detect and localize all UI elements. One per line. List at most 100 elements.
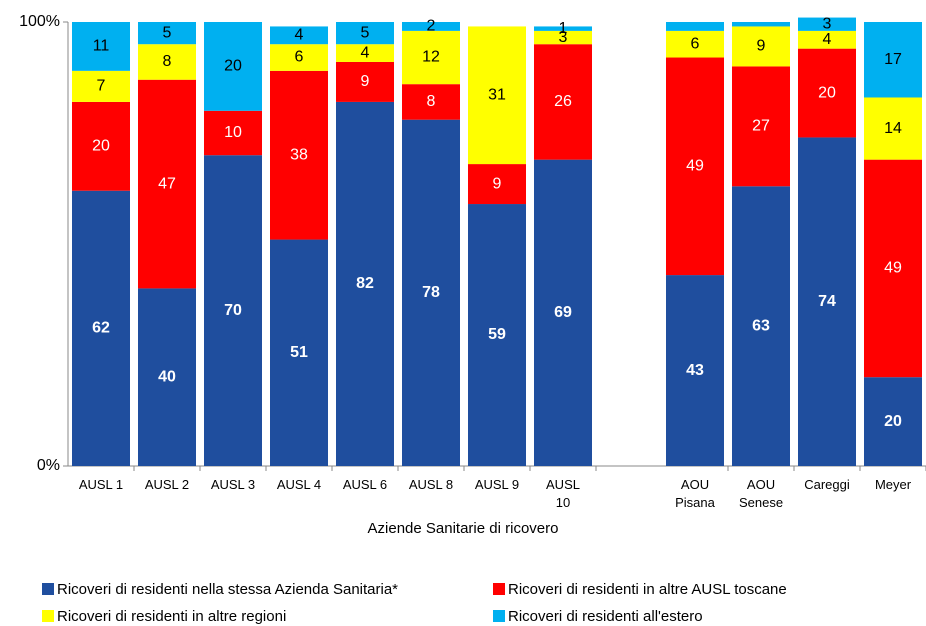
data-label: 2 <box>427 18 436 35</box>
data-label: 78 <box>422 284 440 301</box>
bar-segment <box>336 22 394 45</box>
data-label: 69 <box>554 304 572 321</box>
x-axis-title: Aziende Sanitarie di ricovero <box>367 520 559 537</box>
data-label: 27 <box>752 118 770 135</box>
data-label: 6 <box>295 49 304 66</box>
bar-segment <box>138 22 196 45</box>
data-label: 49 <box>884 260 902 277</box>
bar-segment <box>864 159 922 378</box>
data-label: 4 <box>823 31 832 48</box>
data-label: 40 <box>158 368 176 385</box>
bar-segment <box>402 119 460 467</box>
y-tick-label: 0% <box>37 457 60 474</box>
bar-segment <box>336 44 394 62</box>
data-label: 8 <box>163 53 172 70</box>
legend-item: Ricoveri di residenti all'estero <box>493 608 703 625</box>
data-label: 17 <box>884 51 902 68</box>
bar-segment <box>270 70 328 240</box>
data-label: 49 <box>686 158 704 175</box>
data-label: 63 <box>752 317 770 334</box>
bar-segment <box>864 22 922 98</box>
data-label: 1 <box>559 20 568 37</box>
x-tick-label: AOU Senese <box>738 477 784 510</box>
bar-segment <box>72 22 130 71</box>
data-label: 9 <box>361 73 370 90</box>
data-label: 9 <box>493 175 502 192</box>
bar-segment <box>468 26 526 165</box>
bar-segment <box>138 288 196 466</box>
x-tick-label: AUSL 1 <box>78 477 124 492</box>
bar-segment <box>732 22 790 27</box>
data-label: 4 <box>361 44 370 61</box>
bar-segment <box>138 79 196 289</box>
x-tick-label: AUSL 2 <box>144 477 190 492</box>
data-label: 26 <box>554 93 572 110</box>
bar-segment <box>732 26 790 67</box>
bar-segment <box>336 101 394 467</box>
data-label: 12 <box>422 49 440 66</box>
data-label: 62 <box>92 320 110 337</box>
legend-label: Ricoveri di residenti nella stessa Azien… <box>57 581 399 598</box>
data-label: 20 <box>818 84 836 101</box>
x-tick-label: AUSL 4 <box>276 477 322 492</box>
x-tick-label: AUSL 3 <box>210 477 256 492</box>
bar-segment <box>270 44 328 71</box>
bar-segment <box>468 164 526 205</box>
x-tick-label: AUSL 8 <box>408 477 454 492</box>
x-tick-label: Meyer <box>874 477 912 492</box>
bar-segment <box>798 48 856 138</box>
data-label: 3 <box>823 15 832 32</box>
bar-segment <box>336 61 394 102</box>
legend-swatch <box>42 583 54 595</box>
bar-segment <box>270 26 328 45</box>
data-label: 10 <box>224 124 242 141</box>
bar-segment <box>204 155 262 466</box>
bar-segment <box>798 17 856 31</box>
bar-segment <box>534 44 592 160</box>
bar-segment <box>138 44 196 80</box>
x-tick-label: AUSL 6 <box>342 477 388 492</box>
bar-segment <box>468 204 526 467</box>
data-label: 31 <box>488 86 506 103</box>
data-label: 43 <box>686 362 704 379</box>
data-label: 8 <box>427 93 436 110</box>
data-label: 3 <box>559 29 568 46</box>
bar-segment <box>864 97 922 160</box>
data-label: 47 <box>158 175 176 192</box>
bar-segment <box>402 84 460 120</box>
bar-segment <box>402 30 460 85</box>
legend-label: Ricoveri di residenti all'estero <box>508 608 703 625</box>
legend-label: Ricoveri di residenti in altre AUSL tosc… <box>508 581 787 598</box>
bar-segment <box>666 30 724 58</box>
bar-segment <box>534 159 592 466</box>
bar-segment <box>666 57 724 276</box>
data-label: 70 <box>224 302 242 319</box>
legend-item: Ricoveri di residenti nella stessa Azien… <box>42 581 398 598</box>
legend-swatch <box>493 610 505 622</box>
bar-segment <box>798 30 856 49</box>
bar-segment <box>798 137 856 466</box>
x-tick-label: Careggi <box>804 477 850 492</box>
bar-segment <box>666 275 724 466</box>
legend-swatch <box>42 610 54 622</box>
bar-segment <box>732 186 790 466</box>
legend-item: Ricoveri di residenti in altre regioni <box>42 608 286 625</box>
bar-segment <box>534 30 592 45</box>
bar-segment <box>270 239 328 466</box>
data-label: 20 <box>884 413 902 430</box>
legend-label: Ricoveri di residenti in altre regioni <box>57 608 287 625</box>
x-tick-label: AUSL 9 <box>474 477 520 492</box>
x-tick-label: AOU Pisana <box>675 477 715 510</box>
bar-segment <box>534 26 592 31</box>
data-label: 59 <box>488 326 506 343</box>
legend-swatch <box>493 583 505 595</box>
data-label: 7 <box>97 78 106 95</box>
bar-segment <box>72 70 130 102</box>
data-label: 9 <box>757 38 766 55</box>
y-tick-label: 100% <box>19 13 60 30</box>
bar-segment <box>204 22 262 111</box>
bar-segment <box>72 101 130 191</box>
data-label: 20 <box>224 58 242 75</box>
